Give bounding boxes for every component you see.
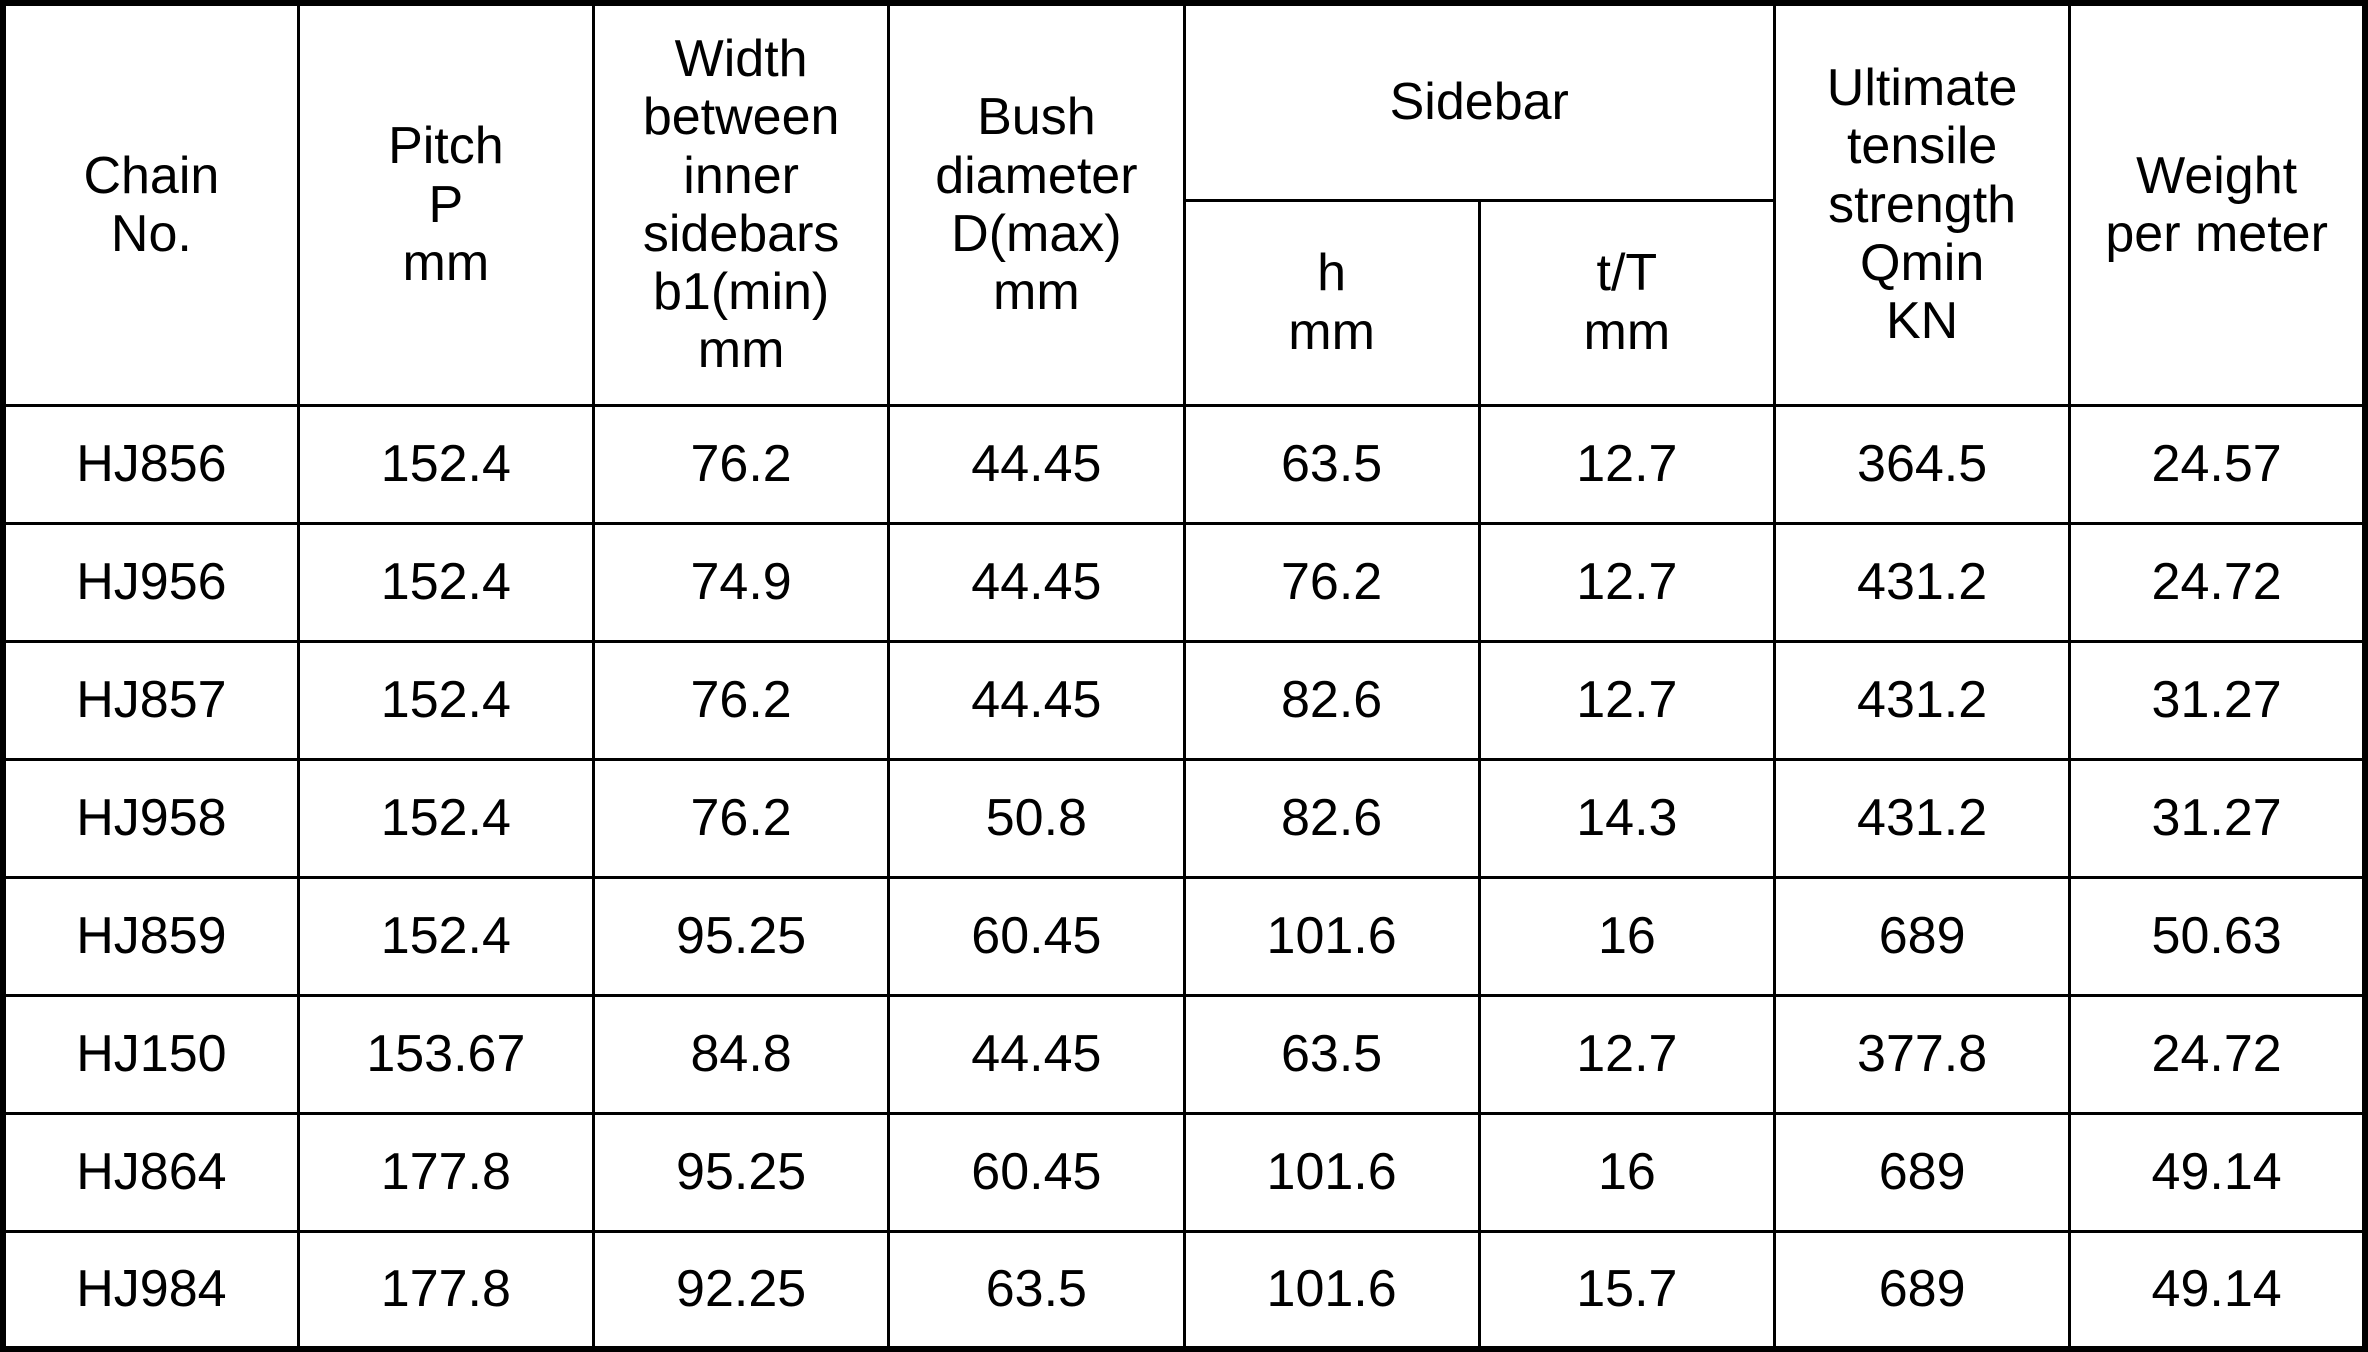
cell-bush-diameter: 60.45 bbox=[887, 875, 1186, 997]
table-row: HJ956 152.4 74.9 44.45 76.2 12.7 431.2 2… bbox=[1, 521, 2367, 643]
cell-width-inner-sidebars: 76.2 bbox=[591, 639, 891, 761]
header-sidebar-t-over-T: t/T mm bbox=[1477, 198, 1777, 407]
cell-sidebar-t-over-T: 12.7 bbox=[1477, 639, 1777, 761]
table-row: HJ864 177.8 95.25 60.45 101.6 16 689 49.… bbox=[1, 1111, 2367, 1233]
cell-weight-per-meter: 50.63 bbox=[2068, 875, 2367, 997]
cell-sidebar-t-over-T: 16 bbox=[1477, 1111, 1777, 1233]
cell-pitch: 152.4 bbox=[296, 757, 596, 879]
cell-pitch: 152.4 bbox=[296, 403, 596, 525]
cell-chain-no: HJ150 bbox=[1, 993, 300, 1115]
cell-pitch: 177.8 bbox=[296, 1229, 596, 1351]
cell-sidebar-t-over-T: 12.7 bbox=[1477, 521, 1777, 643]
header-ultimate-tensile: Ultimate tensile strength Qmin KN bbox=[1772, 1, 2072, 407]
cell-chain-no: HJ856 bbox=[1, 403, 300, 525]
header-pitch: Pitch P mm bbox=[296, 1, 596, 407]
table-header: Chain No. Pitch P mm Width between inner… bbox=[1, 1, 2367, 407]
table-row: HJ984 177.8 92.25 63.5 101.6 15.7 689 49… bbox=[1, 1229, 2367, 1351]
header-bush-diameter: Bush diameter D(max) mm bbox=[887, 1, 1186, 407]
cell-weight-per-meter: 24.72 bbox=[2068, 521, 2367, 643]
cell-width-inner-sidebars: 95.25 bbox=[591, 875, 891, 997]
cell-width-inner-sidebars: 74.9 bbox=[591, 521, 891, 643]
cell-ultimate-tensile: 377.8 bbox=[1772, 993, 2072, 1115]
cell-bush-diameter: 44.45 bbox=[887, 993, 1186, 1115]
cell-bush-diameter: 44.45 bbox=[887, 639, 1186, 761]
header-sidebar-h: h mm bbox=[1182, 198, 1481, 407]
cell-sidebar-t-over-T: 15.7 bbox=[1477, 1229, 1777, 1351]
cell-chain-no: HJ956 bbox=[1, 521, 300, 643]
cell-sidebar-t-over-T: 14.3 bbox=[1477, 757, 1777, 879]
cell-sidebar-h: 82.6 bbox=[1182, 639, 1481, 761]
cell-weight-per-meter: 31.27 bbox=[2068, 757, 2367, 879]
cell-chain-no: HJ958 bbox=[1, 757, 300, 879]
header-sidebar-group: Sidebar bbox=[1182, 1, 1776, 202]
cell-sidebar-h: 101.6 bbox=[1182, 1111, 1481, 1233]
cell-pitch: 153.67 bbox=[296, 993, 596, 1115]
cell-sidebar-h: 101.6 bbox=[1182, 1229, 1481, 1351]
cell-ultimate-tensile: 689 bbox=[1772, 1111, 2072, 1233]
cell-bush-diameter: 50.8 bbox=[887, 757, 1186, 879]
cell-chain-no: HJ984 bbox=[1, 1229, 300, 1351]
cell-sidebar-h: 76.2 bbox=[1182, 521, 1481, 643]
cell-bush-diameter: 44.45 bbox=[887, 521, 1186, 643]
cell-ultimate-tensile: 431.2 bbox=[1772, 521, 2072, 643]
table-row: HJ859 152.4 95.25 60.45 101.6 16 689 50.… bbox=[1, 875, 2367, 997]
cell-sidebar-h: 63.5 bbox=[1182, 993, 1481, 1115]
cell-chain-no: HJ857 bbox=[1, 639, 300, 761]
cell-sidebar-t-over-T: 12.7 bbox=[1477, 403, 1777, 525]
cell-width-inner-sidebars: 84.8 bbox=[591, 993, 891, 1115]
table-row: HJ856 152.4 76.2 44.45 63.5 12.7 364.5 2… bbox=[1, 403, 2367, 525]
table-body: HJ856 152.4 76.2 44.45 63.5 12.7 364.5 2… bbox=[1, 403, 2367, 1351]
cell-ultimate-tensile: 431.2 bbox=[1772, 757, 2072, 879]
cell-sidebar-t-over-T: 12.7 bbox=[1477, 993, 1777, 1115]
cell-weight-per-meter: 24.57 bbox=[2068, 403, 2367, 525]
header-row-top: Chain No. Pitch P mm Width between inner… bbox=[1, 1, 2367, 407]
table-row: HJ150 153.67 84.8 44.45 63.5 12.7 377.8 … bbox=[1, 993, 2367, 1115]
cell-weight-per-meter: 31.27 bbox=[2068, 639, 2367, 761]
cell-width-inner-sidebars: 76.2 bbox=[591, 403, 891, 525]
cell-ultimate-tensile: 689 bbox=[1772, 1229, 2072, 1351]
cell-weight-per-meter: 24.72 bbox=[2068, 993, 2367, 1115]
cell-ultimate-tensile: 364.5 bbox=[1772, 403, 2072, 525]
cell-weight-per-meter: 49.14 bbox=[2068, 1111, 2367, 1233]
cell-pitch: 177.8 bbox=[296, 1111, 596, 1233]
table-row: HJ958 152.4 76.2 50.8 82.6 14.3 431.2 31… bbox=[1, 757, 2367, 879]
cell-pitch: 152.4 bbox=[296, 521, 596, 643]
cell-bush-diameter: 44.45 bbox=[887, 403, 1186, 525]
cell-chain-no: HJ859 bbox=[1, 875, 300, 997]
cell-width-inner-sidebars: 95.25 bbox=[591, 1111, 891, 1233]
header-row-sub: h mm t/T mm bbox=[3, 198, 2365, 407]
cell-sidebar-h: 63.5 bbox=[1182, 403, 1481, 525]
cell-bush-diameter: 60.45 bbox=[887, 1111, 1186, 1233]
header-weight-per-meter: Weight per meter bbox=[2068, 1, 2367, 407]
cell-sidebar-h: 82.6 bbox=[1182, 757, 1481, 879]
cell-sidebar-h: 101.6 bbox=[1182, 875, 1481, 997]
cell-weight-per-meter: 49.14 bbox=[2068, 1229, 2367, 1351]
cell-ultimate-tensile: 689 bbox=[1772, 875, 2072, 997]
cell-pitch: 152.4 bbox=[296, 639, 596, 761]
cell-width-inner-sidebars: 92.25 bbox=[591, 1229, 891, 1351]
cell-width-inner-sidebars: 76.2 bbox=[591, 757, 891, 879]
cell-pitch: 152.4 bbox=[296, 875, 596, 997]
table-row: HJ857 152.4 76.2 44.45 82.6 12.7 431.2 3… bbox=[1, 639, 2367, 761]
cell-sidebar-t-over-T: 16 bbox=[1477, 875, 1777, 997]
cell-ultimate-tensile: 431.2 bbox=[1772, 639, 2072, 761]
cell-bush-diameter: 63.5 bbox=[887, 1229, 1186, 1351]
cell-chain-no: HJ864 bbox=[1, 1111, 300, 1233]
header-chain-no: Chain No. bbox=[1, 1, 300, 407]
header-width-inner-sidebars: Width between inner sidebars b1(min) mm bbox=[591, 1, 891, 407]
